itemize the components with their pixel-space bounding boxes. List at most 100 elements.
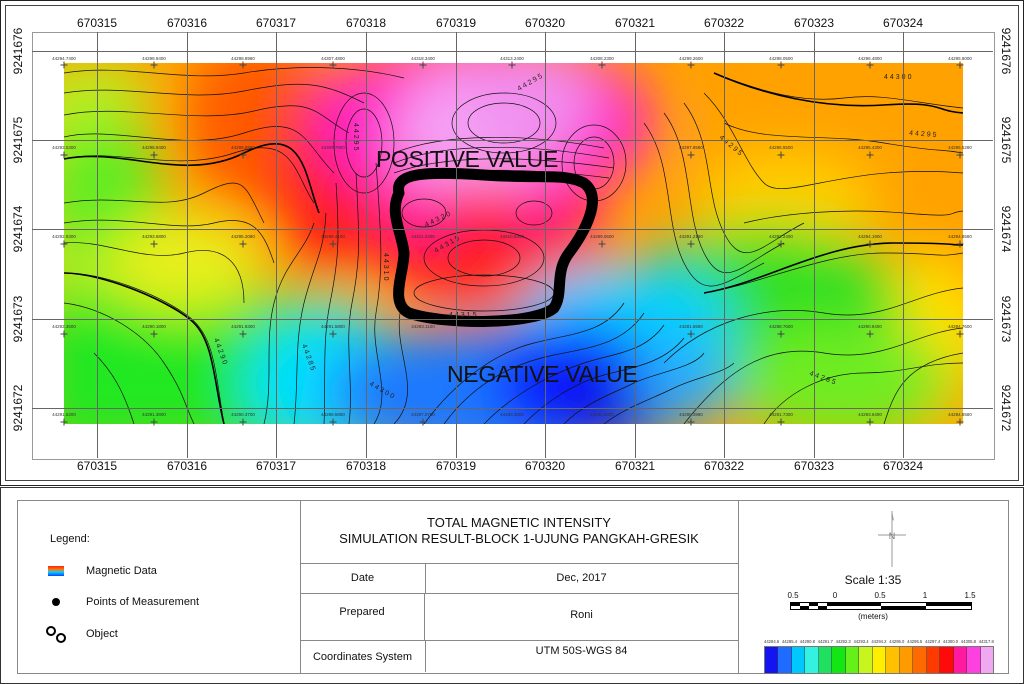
- station-value: 44308.2300: [590, 56, 614, 61]
- measurement-point-icon: [329, 61, 337, 69]
- x-axis-tick-bottom: 670319: [435, 459, 477, 473]
- station-value: 44307.4800: [321, 56, 345, 61]
- x-axis-tick-bottom: 670318: [345, 459, 387, 473]
- title-block: Legend: Magnetic Data Points of Measurem…: [0, 487, 1024, 684]
- measurement-point-icon: [419, 61, 427, 69]
- legend-item-label: Points of Measurement: [86, 596, 200, 608]
- grid-line-horizontal: [32, 140, 993, 141]
- measurement-point-icon: [598, 61, 606, 69]
- station-value: 44285.3980: [679, 412, 703, 417]
- map-sheet: 44300 44295 44295 44295 44295 44320 4431…: [0, 0, 1024, 486]
- x-axis-tick-top: 670320: [524, 16, 566, 30]
- measurement-point-icon: [150, 418, 158, 426]
- colorbar-swatch: [899, 647, 914, 673]
- station-value: 44298.9400: [142, 56, 166, 61]
- station-value: 44291.5200: [52, 412, 76, 417]
- grid-line-vertical: [724, 32, 725, 458]
- measurement-point-icon: [777, 418, 785, 426]
- y-axis-tick-left: 9241676: [11, 27, 25, 75]
- y-axis-tick-right: 9241673: [999, 295, 1013, 343]
- y-axis-tick-right: 9241674: [999, 205, 1013, 253]
- x-axis-tick-top: 670324: [882, 16, 924, 30]
- measurement-point-icon: [150, 330, 158, 338]
- grid-line-vertical: [276, 32, 277, 458]
- legend-item-points: Points of Measurement: [46, 594, 199, 610]
- y-axis-tick-right: 9241676: [999, 27, 1013, 75]
- measurement-point-icon: [866, 330, 874, 338]
- info-row-date: Date Dec, 2017: [300, 563, 738, 594]
- measurement-point-icon: [956, 330, 964, 338]
- measurement-point-icon: [866, 61, 874, 69]
- measurement-point-icon: [687, 61, 695, 69]
- measurement-point-icon: [956, 61, 964, 69]
- station-value: 44310.6300: [500, 234, 524, 239]
- info-value: Roni: [570, 609, 593, 621]
- north-arrow-icon: N: [878, 511, 906, 567]
- info-row-prepared: Prepared Roni: [300, 594, 738, 641]
- measurement-point-icon: [956, 418, 964, 426]
- x-axis-tick-bottom: 670322: [703, 459, 745, 473]
- y-axis-tick-left: 9241674: [11, 205, 25, 253]
- measurement-point-icon: [956, 151, 964, 159]
- station-value: 44294.1900: [858, 234, 882, 239]
- station-value: 44298.0500: [769, 56, 793, 61]
- svg-text:44295: 44295: [909, 130, 939, 139]
- x-axis-tick-bottom: 670320: [524, 459, 566, 473]
- map-title-line-2: SIMULATION RESULT-BLOCK 1-UJUNG PANGKAH-…: [339, 531, 699, 546]
- x-axis-tick-top: 670322: [703, 16, 745, 30]
- svg-text:44300: 44300: [884, 74, 913, 81]
- station-value: 44295.8000: [948, 56, 972, 61]
- station-value: 44291.7300: [769, 412, 793, 417]
- measurement-point-icon: [150, 61, 158, 69]
- x-axis-tick-bottom: 670324: [882, 459, 924, 473]
- station-value: 44290.1800: [142, 324, 166, 329]
- station-value: 44288.7600: [769, 324, 793, 329]
- measurement-point-icon: [60, 418, 68, 426]
- measurement-point-icon: [329, 330, 337, 338]
- measurement-point-icon: [52, 598, 60, 606]
- colorbar-swatch: [913, 647, 927, 673]
- x-axis-tick-top: 670319: [435, 16, 477, 30]
- svg-text:N: N: [889, 531, 896, 541]
- measurement-point-icon: [60, 330, 68, 338]
- grid-line-vertical: [545, 32, 546, 458]
- magnetic-intensity-raster: 44300 44295 44295 44295 44295 44320 4431…: [64, 63, 963, 424]
- measurement-point-icon: [239, 330, 247, 338]
- grid-line-horizontal: [32, 51, 993, 52]
- station-value: 44298.4100: [321, 234, 345, 239]
- measurement-point-icon: [777, 151, 785, 159]
- colorbar-swatch: [953, 647, 968, 673]
- grid-line-vertical: [97, 32, 98, 458]
- info-panel: TOTAL MAGNETIC INTENSITY SIMULATION RESU…: [300, 501, 739, 673]
- measurement-point-icon: [866, 418, 874, 426]
- station-value: 44292.3600: [52, 324, 76, 329]
- station-value: 44291.2180: [679, 234, 703, 239]
- measurement-point-icon: [329, 418, 337, 426]
- x-axis-tick-top: 670315: [76, 16, 118, 30]
- negative-value-label: NEGATIVE VALUE: [447, 361, 638, 387]
- y-axis-tick-right: 9241675: [999, 116, 1013, 164]
- svg-text:44295: 44295: [352, 123, 359, 152]
- grid-line-vertical: [187, 32, 188, 458]
- positive-value-label: POSITIVE VALUE: [376, 146, 558, 172]
- colorbar-swatch: [940, 647, 954, 673]
- station-value: 44292.2400: [769, 234, 793, 239]
- scale-text: Scale 1:35: [844, 573, 902, 587]
- info-value: UTM 50S-WGS 84: [535, 645, 628, 657]
- station-value: 44298.8980: [231, 145, 255, 150]
- info-key: Coordinates System: [300, 641, 426, 672]
- object-icon: [46, 626, 74, 643]
- station-value: 44282.5000: [590, 412, 614, 417]
- station-value: 44291.3800: [142, 412, 166, 417]
- grid-line-vertical: [366, 32, 367, 458]
- x-axis-tick-bottom: 670323: [793, 459, 835, 473]
- scale-panel: N Scale 1:35 0.5 0 0.5 1 1.5 (meters): [738, 501, 1008, 674]
- station-value: 44297.8580: [679, 145, 703, 150]
- measurement-point-icon: [956, 240, 964, 248]
- y-axis-tick-left: 9241673: [11, 295, 25, 343]
- measurement-point-icon: [687, 330, 695, 338]
- legend-item-object: Object: [46, 626, 118, 643]
- title-block-frame: Legend: Magnetic Data Points of Measurem…: [17, 500, 1009, 674]
- station-value: 44293.6800: [142, 234, 166, 239]
- station-value: 44298.8980: [231, 56, 255, 61]
